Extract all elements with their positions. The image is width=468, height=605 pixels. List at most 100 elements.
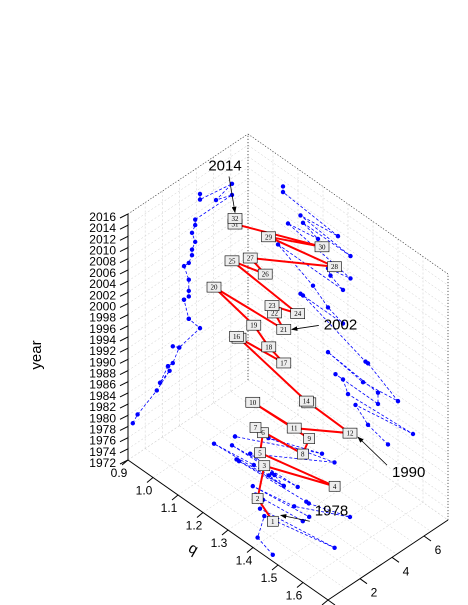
projection-q-depth-point [304, 499, 309, 504]
projection-year-q-point [280, 184, 286, 189]
projection-year-q-point [353, 402, 358, 408]
point-marker [266, 515, 279, 527]
year-tick-label: 1994 [89, 333, 116, 347]
point-marker [342, 427, 358, 439]
year-tick [119, 269, 129, 275]
point-label: 12 [347, 430, 355, 438]
projection-q-depth-point [229, 443, 235, 448]
grid-line [127, 156, 249, 237]
year-tick [119, 414, 129, 420]
grid-line [247, 234, 449, 375]
grid-line [127, 379, 249, 461]
projection-year-q-point [298, 213, 303, 218]
point-marker [254, 447, 266, 459]
grid-line [247, 279, 449, 420]
year-tick [119, 314, 129, 320]
grid-line [247, 256, 449, 398]
annotation-label: 2002 [324, 316, 357, 333]
point-label: 21 [280, 326, 288, 334]
point-label: 22 [271, 309, 279, 317]
projection-q-depth-point [295, 484, 300, 490]
point-label: 26 [262, 271, 270, 279]
projection-year-q-point [365, 422, 371, 428]
grid-line [247, 144, 449, 286]
year-tick-label: 2006 [89, 266, 116, 280]
projection-year-depth-point [229, 181, 235, 187]
grid-line [247, 379, 449, 521]
q-tick-label: 1.0 [136, 484, 153, 498]
point-marker [276, 324, 292, 335]
point-marker [257, 268, 273, 280]
projection-year-q-point [360, 380, 366, 385]
depth-tick-label: 6 [435, 543, 442, 557]
projection-year-depth-point [193, 239, 198, 245]
grid-line [127, 144, 249, 226]
grid-line [227, 449, 349, 531]
grid-line [127, 346, 249, 427]
year-tick [119, 291, 129, 297]
year-tick-label: 2004 [89, 277, 116, 291]
point-label: 6 [261, 429, 265, 437]
grid-line [177, 414, 299, 496]
grid-line [127, 290, 249, 371]
year-tick-label: 1984 [89, 389, 116, 403]
projection-q-depth-point [211, 441, 217, 446]
year-tick [119, 303, 129, 308]
projection-year-depth-point [189, 252, 195, 258]
projection-year-depth-point [197, 325, 203, 331]
point-label: 4 [333, 483, 337, 491]
year-tick [119, 280, 129, 286]
year-tick-label: 1982 [89, 400, 116, 414]
projection-year-q-point [348, 253, 353, 259]
grid-line [247, 267, 449, 409]
projection-year-q-point [375, 401, 381, 407]
point-marker [261, 231, 276, 243]
year-tick-label: 1990 [89, 355, 116, 369]
projection-year-depth-point [193, 217, 198, 222]
grid-line [196, 414, 397, 555]
projection-q-depth-point [232, 434, 238, 439]
grid-line [302, 502, 424, 583]
point-marker [245, 396, 261, 408]
depth-tick [327, 599, 336, 605]
year-tick-label: 1986 [89, 378, 116, 392]
projection-year-depth-point [197, 191, 203, 197]
grid-line [247, 178, 449, 319]
projection-year-depth-point [186, 260, 191, 266]
projection-year-q-point [345, 391, 351, 397]
point-marker [246, 319, 262, 331]
point-label: 30 [319, 243, 327, 251]
point-marker [251, 493, 264, 504]
q-tick [171, 494, 179, 501]
point-label: 32 [232, 215, 240, 223]
point-label: 31 [232, 221, 240, 229]
point-label: 19 [250, 322, 258, 330]
year-tick [119, 448, 129, 454]
point-label: 27 [247, 255, 255, 263]
point-label: 1 [271, 518, 275, 526]
projection-q-depth-point [332, 460, 337, 465]
y-axis-label: year [28, 340, 45, 369]
year-tick-label: 1980 [89, 411, 116, 425]
annotation-arrow [357, 436, 388, 466]
projection-year-q-line [277, 186, 414, 445]
projection-q-depth-point [332, 545, 337, 550]
point-marker [286, 422, 302, 434]
projection-year-depth-point [170, 344, 175, 349]
point-label: 8 [301, 451, 305, 459]
grid-line [127, 178, 249, 259]
grid-line [127, 189, 249, 271]
grid-line [247, 245, 449, 387]
point-label: 29 [265, 233, 273, 241]
projection-year-depth-point [181, 263, 187, 269]
projection-year-depth-point [170, 360, 175, 366]
q-tick [296, 582, 304, 588]
projection-q-depth-point [347, 514, 353, 520]
projection-q-depth-point [250, 483, 255, 489]
year-tick [119, 258, 129, 264]
projection-year-depth-point [181, 297, 187, 302]
q-tick-label: 1.1 [161, 501, 178, 515]
grid-line [277, 484, 399, 566]
projection-year-q-point [310, 283, 316, 288]
